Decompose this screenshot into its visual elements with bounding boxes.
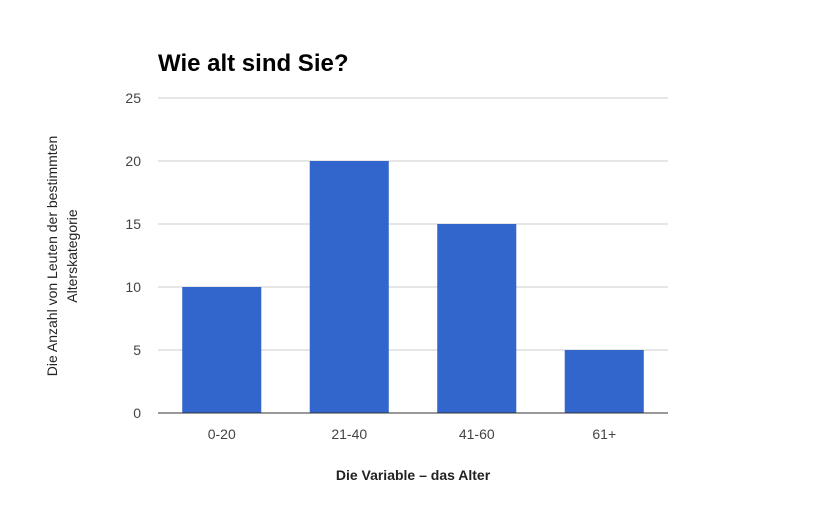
bar-41-60 bbox=[437, 224, 517, 413]
y-axis-ticks: 0 5 10 15 20 25 bbox=[125, 90, 141, 421]
bar-61+ bbox=[564, 350, 644, 413]
y-axis-title-line-1: Die Anzahl von Leuten der bestimmten bbox=[44, 136, 60, 376]
y-tick-label: 0 bbox=[133, 405, 141, 421]
x-tick-label: 21-40 bbox=[331, 426, 367, 442]
y-tick-label: 20 bbox=[125, 153, 141, 169]
bar-0-20 bbox=[182, 287, 262, 413]
y-tick-label: 15 bbox=[125, 216, 141, 232]
y-tick-label: 10 bbox=[125, 279, 141, 295]
chart-title: Wie alt sind Sie? bbox=[158, 50, 349, 77]
y-tick-label: 25 bbox=[125, 90, 141, 106]
x-tick-label: 41-60 bbox=[459, 426, 495, 442]
bars bbox=[182, 161, 644, 413]
x-axis-ticks: 0-20 21-40 41-60 61+ bbox=[208, 426, 616, 442]
x-tick-label: 61+ bbox=[592, 426, 616, 442]
y-axis-title: Die Anzahl von Leuten der bestimmten Alt… bbox=[44, 136, 80, 376]
x-axis-title: Die Variable – das Alter bbox=[336, 467, 491, 483]
y-tick-label: 5 bbox=[133, 342, 141, 358]
y-axis-title-line-2: Alterskategorie bbox=[64, 209, 80, 303]
bar-21-40 bbox=[309, 161, 389, 413]
x-tick-label: 0-20 bbox=[208, 426, 236, 442]
